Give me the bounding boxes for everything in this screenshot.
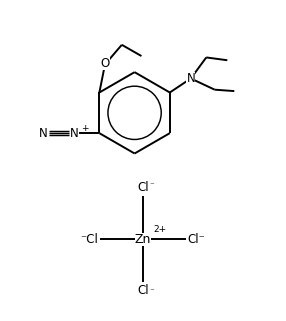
Text: N: N [39, 127, 48, 140]
Text: Zn: Zn [135, 232, 151, 246]
Text: +: + [81, 124, 89, 133]
Text: Cl: Cl [137, 181, 149, 194]
Text: Cl: Cl [137, 284, 149, 297]
Text: ⁻Cl: ⁻Cl [80, 232, 98, 246]
Text: 2+: 2+ [154, 225, 167, 234]
Text: Cl⁻: Cl⁻ [188, 232, 206, 246]
Text: ⁻: ⁻ [149, 288, 154, 297]
Text: ⁻: ⁻ [149, 181, 154, 190]
Text: O: O [100, 56, 110, 70]
Text: N: N [70, 127, 78, 140]
Text: N: N [186, 72, 195, 85]
